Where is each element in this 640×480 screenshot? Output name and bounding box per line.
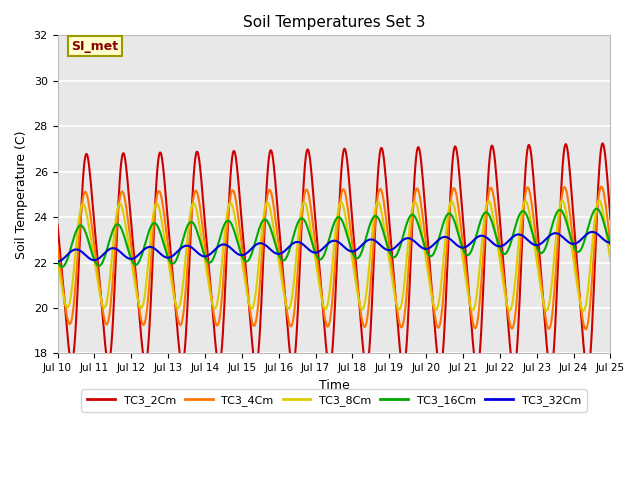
TC3_4Cm <box>597 184 605 190</box>
TC3_4Cm <box>582 326 589 332</box>
TC3_32Cm <box>417 244 425 250</box>
Legend: TC3_2Cm, TC3_4Cm, TC3_8Cm, TC3_16Cm, TC3_32Cm: TC3_2Cm, TC3_4Cm, TC3_8Cm, TC3_16Cm, TC3… <box>81 389 586 411</box>
TC3_2Cm <box>177 357 184 362</box>
Line: TC3_8Cm: TC3_8Cm <box>58 201 611 311</box>
Line: TC3_16Cm: TC3_16Cm <box>58 209 611 267</box>
TC3_8Cm <box>120 216 128 221</box>
TC3_2Cm <box>607 216 614 222</box>
TC3_32Cm <box>588 229 596 235</box>
TC3_4Cm <box>177 322 184 328</box>
TC3_8Cm <box>595 198 603 204</box>
TC3_4Cm <box>417 203 425 208</box>
TC3_32Cm <box>206 252 214 257</box>
TC3_32Cm <box>607 240 614 246</box>
TC3_16Cm <box>58 264 66 270</box>
Text: SI_met: SI_met <box>71 40 118 53</box>
TC3_8Cm <box>54 258 61 264</box>
Y-axis label: Soil Temperature (C): Soil Temperature (C) <box>15 130 28 259</box>
TC3_4Cm <box>64 316 72 322</box>
TC3_2Cm <box>206 275 214 280</box>
TC3_2Cm <box>120 153 128 158</box>
TC3_8Cm <box>206 288 214 294</box>
TC3_32Cm <box>177 246 184 252</box>
TC3_2Cm <box>584 370 591 375</box>
TC3_16Cm <box>207 260 214 265</box>
TC3_8Cm <box>177 299 184 305</box>
TC3_16Cm <box>418 234 426 240</box>
TC3_16Cm <box>402 223 410 229</box>
TC3_32Cm <box>120 253 128 259</box>
X-axis label: Time: Time <box>319 379 349 392</box>
TC3_4Cm <box>607 242 614 248</box>
TC3_2Cm <box>401 359 409 364</box>
Line: TC3_32Cm: TC3_32Cm <box>58 232 611 262</box>
Line: TC3_2Cm: TC3_2Cm <box>58 144 611 372</box>
TC3_16Cm <box>65 253 72 259</box>
TC3_16Cm <box>177 242 185 248</box>
TC3_2Cm <box>417 160 425 166</box>
TC3_8Cm <box>417 226 425 231</box>
TC3_8Cm <box>580 308 588 314</box>
TC3_4Cm <box>401 308 409 313</box>
TC3_8Cm <box>401 273 409 278</box>
TC3_16Cm <box>607 242 614 248</box>
TC3_8Cm <box>607 258 614 264</box>
TC3_8Cm <box>64 305 72 311</box>
Title: Soil Temperatures Set 3: Soil Temperatures Set 3 <box>243 15 425 30</box>
TC3_4Cm <box>206 282 214 288</box>
TC3_2Cm <box>599 141 607 146</box>
TC3_16Cm <box>593 206 600 212</box>
TC3_4Cm <box>120 194 128 200</box>
TC3_16Cm <box>122 237 129 242</box>
TC3_2Cm <box>54 222 61 228</box>
TC3_32Cm <box>64 252 72 257</box>
TC3_4Cm <box>54 243 61 249</box>
TC3_32Cm <box>54 259 61 264</box>
TC3_16Cm <box>54 258 61 264</box>
Line: TC3_4Cm: TC3_4Cm <box>58 187 611 329</box>
TC3_2Cm <box>64 333 72 339</box>
TC3_32Cm <box>401 236 409 242</box>
